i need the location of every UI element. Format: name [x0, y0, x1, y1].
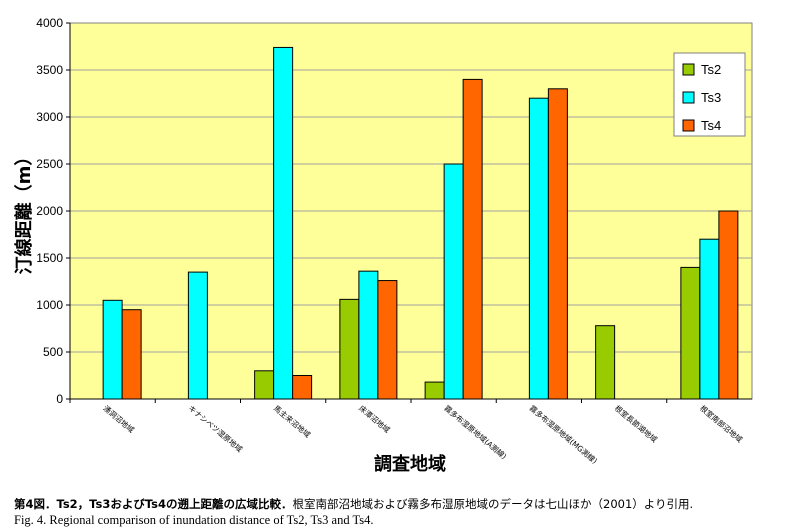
bar-ts2	[680, 266, 701, 400]
figure-caption-japanese: 第4図．Ts2，Ts3およびTs4の遡上距離の広域比較．根室南部沼地域および霧多…	[14, 497, 693, 512]
legend-label-ts4: Ts4	[701, 118, 721, 133]
bars	[69, 46, 739, 403]
figure-caption-english: Fig. 4. Regional comparison of inundatio…	[14, 513, 374, 527]
x-axis-title: 調査地域	[374, 453, 446, 475]
bar-ts4	[292, 375, 313, 400]
y-tick-label: 500	[43, 345, 63, 359]
caption-bold: 第4図．Ts2，Ts3およびTs4の遡上距離の広域比較．	[14, 497, 293, 511]
x-category-label: キナシベツ湿原地域	[187, 403, 246, 454]
grid-lines	[66, 22, 752, 400]
legend: Ts2 Ts3 Ts4	[673, 52, 746, 137]
y-tick-label: 1500	[36, 251, 63, 265]
bar-ts4	[121, 309, 142, 400]
bar-ts4	[462, 78, 483, 400]
bar-ts4	[547, 88, 568, 400]
legend-swatch-ts2	[682, 63, 695, 76]
legend-label-ts3: Ts3	[701, 90, 721, 105]
bar-ts3	[187, 271, 208, 400]
bar-ts2	[424, 381, 445, 400]
bar-ts4	[718, 210, 739, 400]
y-tick-label: 4000	[36, 16, 63, 30]
bar-chart: 0 500 1000 1500 2000 2500 3000 3500 4000 湧洞沼地域 キナ…	[13, 16, 753, 475]
y-tick-label: 2500	[36, 157, 63, 171]
bar-ts3	[102, 299, 123, 400]
legend-label-ts2: Ts2	[701, 62, 721, 77]
y-tick-label: 0	[56, 392, 63, 406]
x-category-label: 根室長節湖地域	[613, 403, 660, 445]
y-tick-label: 2000	[36, 204, 63, 218]
y-axis-title: 汀線距離（m）	[13, 148, 35, 275]
bar-ts2	[339, 298, 360, 400]
bar-ts3	[528, 97, 549, 400]
bar-ts3	[273, 46, 294, 400]
x-category-label: 床潭沼地域	[357, 403, 393, 435]
y-tick-labels: 0 500 1000 1500 2000 2500 3000 3500 4000	[36, 16, 63, 406]
bar-ts3	[358, 270, 379, 400]
y-tick-label: 3000	[36, 110, 63, 124]
bar-ts2	[595, 325, 616, 400]
x-category-label: 馬主来沼地域	[272, 403, 313, 440]
bar-ts2	[254, 370, 275, 400]
x-category-label: 根室南部沼地域	[698, 403, 745, 445]
x-category-label: 霧多布湿原地域(A測線)	[442, 403, 509, 461]
caption-rest: 根室南部沼地域および霧多布湿原地域のデータは七山ほか（2001）より引用.	[292, 497, 694, 511]
bar-ts4	[377, 280, 398, 400]
y-tick-label: 1000	[36, 298, 63, 312]
legend-swatch-ts4	[682, 119, 695, 132]
y-tick-label: 3500	[36, 63, 63, 77]
legend-swatch-ts3	[682, 91, 695, 104]
bar-ts3	[699, 238, 720, 400]
x-category-label: 霧多布湿原地域(MG測線)	[528, 403, 600, 466]
bar-ts3	[443, 163, 464, 400]
x-category-label: 湧洞沼地域	[101, 403, 137, 435]
